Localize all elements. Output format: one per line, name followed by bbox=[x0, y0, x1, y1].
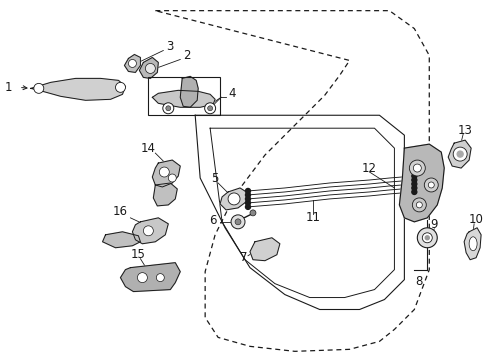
Circle shape bbox=[227, 193, 240, 205]
Polygon shape bbox=[152, 160, 180, 187]
Circle shape bbox=[168, 174, 176, 182]
Circle shape bbox=[204, 103, 215, 114]
Circle shape bbox=[245, 201, 250, 206]
Polygon shape bbox=[152, 90, 215, 107]
Text: 14: 14 bbox=[141, 141, 156, 155]
Polygon shape bbox=[31, 78, 125, 100]
Circle shape bbox=[156, 274, 164, 282]
Circle shape bbox=[425, 236, 428, 240]
Text: 15: 15 bbox=[131, 248, 145, 261]
Text: 16: 16 bbox=[113, 205, 128, 219]
Circle shape bbox=[230, 215, 244, 229]
Circle shape bbox=[128, 59, 136, 67]
Polygon shape bbox=[102, 232, 140, 248]
Circle shape bbox=[115, 82, 125, 92]
Text: 11: 11 bbox=[305, 211, 320, 224]
Polygon shape bbox=[249, 238, 279, 261]
Circle shape bbox=[412, 164, 421, 172]
Circle shape bbox=[137, 273, 147, 283]
Circle shape bbox=[411, 177, 416, 183]
Polygon shape bbox=[139, 58, 158, 78]
Text: 5: 5 bbox=[211, 171, 218, 185]
Polygon shape bbox=[132, 218, 168, 244]
Polygon shape bbox=[220, 188, 247, 210]
Circle shape bbox=[427, 182, 433, 188]
Text: 2: 2 bbox=[183, 49, 191, 62]
Polygon shape bbox=[463, 228, 480, 260]
Circle shape bbox=[456, 151, 462, 157]
Circle shape bbox=[416, 228, 436, 248]
Circle shape bbox=[235, 219, 241, 225]
Text: 13: 13 bbox=[457, 124, 471, 137]
Text: 8: 8 bbox=[415, 275, 422, 288]
Text: 9: 9 bbox=[429, 218, 437, 231]
Circle shape bbox=[207, 106, 212, 111]
Circle shape bbox=[411, 198, 426, 212]
Bar bbox=[148, 77, 220, 115]
Polygon shape bbox=[124, 54, 140, 72]
Circle shape bbox=[411, 181, 416, 186]
Circle shape bbox=[143, 226, 153, 236]
Text: 6: 6 bbox=[209, 214, 217, 228]
Circle shape bbox=[411, 185, 416, 190]
Circle shape bbox=[422, 233, 431, 243]
Text: 10: 10 bbox=[468, 213, 483, 226]
Circle shape bbox=[165, 106, 170, 111]
Circle shape bbox=[249, 210, 255, 216]
Ellipse shape bbox=[468, 237, 476, 251]
Circle shape bbox=[424, 178, 437, 192]
Text: 1: 1 bbox=[5, 81, 13, 94]
Circle shape bbox=[408, 160, 425, 176]
Text: 12: 12 bbox=[361, 162, 376, 175]
Circle shape bbox=[145, 63, 155, 73]
Polygon shape bbox=[153, 183, 177, 206]
Text: 7: 7 bbox=[240, 251, 247, 264]
Circle shape bbox=[245, 197, 250, 201]
Circle shape bbox=[245, 193, 250, 197]
Polygon shape bbox=[399, 144, 443, 222]
Circle shape bbox=[411, 174, 416, 179]
Polygon shape bbox=[447, 140, 470, 168]
Text: 4: 4 bbox=[228, 87, 235, 100]
Text: 3: 3 bbox=[166, 40, 174, 53]
Polygon shape bbox=[180, 76, 198, 107]
Circle shape bbox=[34, 84, 44, 93]
Circle shape bbox=[245, 204, 250, 210]
Circle shape bbox=[245, 189, 250, 193]
Polygon shape bbox=[120, 263, 180, 292]
Circle shape bbox=[163, 103, 173, 114]
Circle shape bbox=[415, 202, 422, 208]
Circle shape bbox=[411, 189, 416, 194]
Circle shape bbox=[452, 147, 466, 161]
Circle shape bbox=[159, 167, 169, 177]
